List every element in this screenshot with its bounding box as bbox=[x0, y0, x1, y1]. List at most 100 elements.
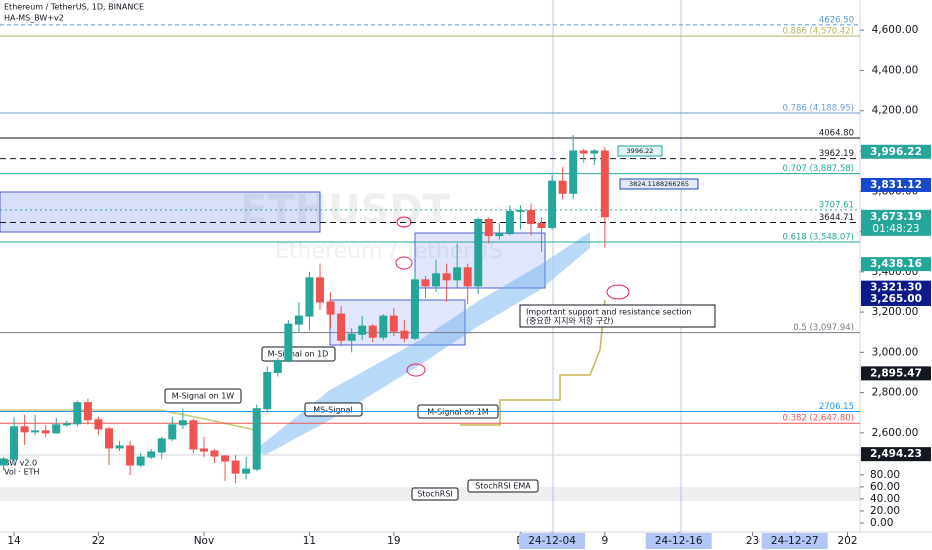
candle-body bbox=[368, 325, 377, 338]
candle-body bbox=[73, 402, 82, 425]
candle-body bbox=[41, 430, 50, 434]
candle-body bbox=[474, 218, 483, 287]
cloud bbox=[255, 232, 590, 455]
candle-body bbox=[358, 325, 367, 335]
callout bbox=[304, 402, 363, 417]
y-tick-label: 20.00 bbox=[870, 505, 900, 517]
marker bbox=[396, 216, 412, 228]
callout bbox=[519, 304, 716, 328]
level-label: 0.707 (3,887.58) bbox=[782, 164, 854, 174]
candle-body bbox=[463, 267, 472, 287]
price-badge-label: 2,895.47 bbox=[870, 367, 922, 379]
candle-body bbox=[347, 333, 356, 341]
candle-body bbox=[242, 468, 251, 474]
level-label: 0.5 (3,097.94) bbox=[793, 323, 854, 333]
callout bbox=[467, 479, 539, 493]
candle-body bbox=[136, 456, 145, 466]
marker bbox=[395, 256, 413, 270]
marker bbox=[406, 363, 426, 377]
level-label: 3707.61 bbox=[819, 200, 854, 210]
candle-body bbox=[157, 438, 166, 453]
price-badge bbox=[861, 366, 931, 381]
candle-body bbox=[316, 277, 324, 303]
callout bbox=[619, 178, 699, 190]
candle-body bbox=[453, 267, 462, 281]
annotation: StochRSI bbox=[417, 490, 453, 499]
level-label: 4064.80 bbox=[819, 128, 854, 138]
annotation: M-Signal on 1W bbox=[172, 392, 235, 401]
annotation: M-Signal on 1M bbox=[427, 408, 489, 417]
x-tick-label: 9 bbox=[602, 535, 609, 547]
candle-body bbox=[31, 430, 40, 433]
candle-body bbox=[231, 460, 240, 474]
candle-body bbox=[495, 233, 504, 237]
price-badge-label: 2,494.23 bbox=[870, 448, 922, 460]
x-tick-label: 19 bbox=[387, 535, 400, 547]
candle-body bbox=[105, 428, 113, 449]
x-tick-label: 24-12-27 bbox=[771, 535, 819, 547]
annotation: Important support and resistance section bbox=[526, 308, 691, 317]
candle-body bbox=[379, 315, 388, 338]
annotation: 3996.22 bbox=[627, 147, 654, 155]
candle-body bbox=[210, 450, 219, 457]
level-label: 0.786 (4,188.95) bbox=[782, 103, 854, 113]
candle-body bbox=[410, 279, 419, 339]
price-badge-label: 3,321.30 bbox=[870, 282, 922, 294]
candle-body bbox=[337, 313, 346, 341]
level-label: 2706.15 bbox=[819, 402, 854, 412]
m-signal-1m bbox=[460, 299, 606, 426]
candle-body bbox=[432, 273, 441, 287]
y-tick-label: 2,600.00 bbox=[872, 427, 919, 439]
indicator: HA-MS_BW+v2 bbox=[4, 14, 64, 23]
y-tick-label: 40.00 bbox=[870, 493, 900, 505]
price-badge bbox=[861, 447, 931, 462]
x-tick-highlight bbox=[761, 533, 828, 549]
candle-body bbox=[421, 279, 430, 287]
callout bbox=[164, 388, 242, 404]
candle-body bbox=[252, 408, 261, 470]
candle-body bbox=[94, 419, 103, 430]
candle-body bbox=[558, 180, 567, 194]
annotation: MS-Signal bbox=[313, 406, 352, 415]
x-tick-highlight bbox=[645, 533, 712, 549]
y-tick-label: 0.00 bbox=[870, 517, 893, 529]
candle-body bbox=[590, 150, 599, 154]
x-tick-label: 14 bbox=[7, 535, 21, 547]
candle-body bbox=[516, 209, 525, 212]
candle-body bbox=[505, 210, 514, 235]
watermark-sub: Ethereum / TetherUS bbox=[275, 239, 502, 264]
marker bbox=[606, 284, 630, 300]
candle-body bbox=[199, 448, 208, 452]
x-tick-label: 22 bbox=[92, 535, 105, 547]
candle-body bbox=[263, 371, 272, 410]
x-tick-label: 11 bbox=[303, 535, 316, 547]
candle-body bbox=[548, 180, 557, 228]
candle-body bbox=[537, 222, 546, 228]
y-tick-label: 2,800.00 bbox=[872, 387, 919, 399]
candle-body bbox=[579, 150, 588, 154]
candle-body bbox=[527, 209, 535, 224]
x-tick-label: Nov bbox=[194, 535, 215, 547]
pane-title: BW v2.0 bbox=[4, 459, 37, 468]
y-tick-label: 80.00 bbox=[870, 469, 900, 481]
x-tick-label: 24-12-04 bbox=[528, 535, 576, 547]
candle-body bbox=[178, 420, 187, 426]
y-tick-label: 4,200.00 bbox=[872, 105, 919, 117]
price-badge-label: 3,673.19 bbox=[870, 211, 922, 223]
candle-body bbox=[600, 150, 609, 218]
callout bbox=[411, 487, 459, 501]
y-tick-label: 3,000.00 bbox=[872, 346, 919, 358]
symbol: Ethereum / TetherUS, 1D, BINANCE bbox=[4, 3, 144, 12]
price-badge-label: 3,265.00 bbox=[870, 293, 922, 305]
pane-volume: Vol · ETH bbox=[4, 468, 40, 477]
zone-box bbox=[0, 191, 321, 233]
callout bbox=[617, 145, 663, 157]
annotation: (중요한 지지와 저항 구간) bbox=[526, 316, 613, 326]
candle-body bbox=[305, 277, 314, 317]
x-tick-label: 24-12-16 bbox=[655, 535, 703, 547]
y-tick-label: 60.00 bbox=[870, 481, 900, 493]
candle-body bbox=[147, 451, 156, 458]
candle-body bbox=[189, 420, 198, 450]
price-badge bbox=[861, 209, 931, 236]
level-label: 0.382 (2,647.80) bbox=[782, 414, 854, 424]
